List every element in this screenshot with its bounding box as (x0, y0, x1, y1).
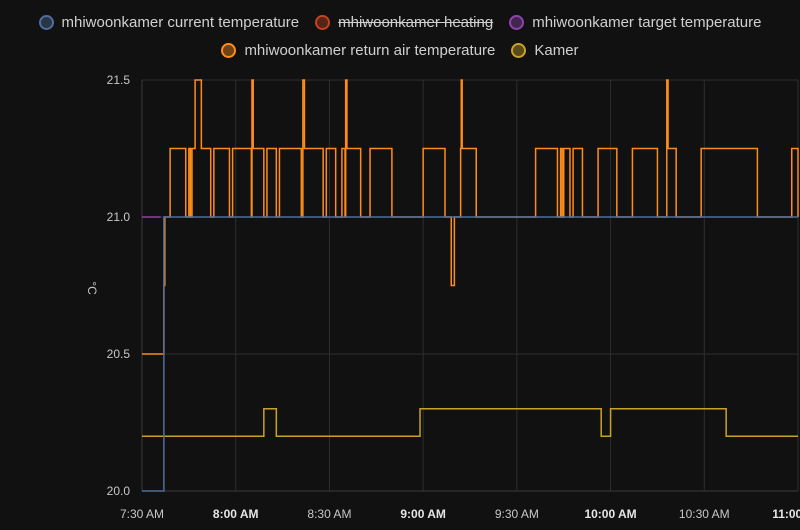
legend-swatch-icon (509, 15, 525, 30)
y-axis-label: °C (85, 281, 99, 295)
x-axis: 7:30 AM 8:00 AM 8:30 AM 9:00 AM 9:30 AM 10:00… (120, 507, 800, 521)
x-tick-label: 8:00 AM (213, 507, 259, 521)
legend-swatch-icon (315, 15, 331, 30)
legend-label: mhiwoonkamer return air temperature (244, 42, 496, 59)
legend-item-kamer[interactable]: Kamer (511, 42, 579, 59)
legend-label: Kamer (534, 42, 579, 59)
legend-swatch-icon (221, 43, 237, 58)
legend-item-mhiwoonkamer-target-temperature[interactable]: mhiwoonkamer target temperature (509, 14, 761, 31)
x-tick-label: 7:30 AM (120, 507, 164, 521)
x-tick-label: 10:00 AM (584, 507, 636, 521)
chart-grid (141, 79, 799, 492)
y-tick-label: 20.5 (107, 347, 131, 361)
x-tick-label: 10:30 AM (679, 507, 730, 521)
series-kamer-line (142, 408, 798, 437)
x-tick-label: 8:30 AM (307, 507, 351, 521)
legend-swatch-icon (38, 15, 54, 30)
x-tick-label: 9:00 AM (400, 507, 446, 521)
y-tick-label: 20.0 (107, 484, 131, 498)
legend-item-mhiwoonkamer-current-temperature[interactable]: mhiwoonkamer current temperature (38, 14, 300, 31)
y-tick-label: 21.0 (107, 210, 131, 224)
series-return-air-temperature-line (142, 79, 799, 355)
x-tick-label: 11:00 AM (772, 507, 800, 521)
legend-label: mhiwoonkamer heating (338, 14, 494, 31)
legend-row-2: mhiwoonkamer return air temperature Kamer (0, 42, 800, 59)
legend-label: mhiwoonkamer target temperature (532, 14, 762, 31)
legend-swatch-icon (511, 43, 527, 58)
x-tick-label: 9:30 AM (495, 507, 539, 521)
legend-item-mhiwoonkamer-heating[interactable]: mhiwoonkamer heating (315, 14, 493, 31)
y-axis: 20.0 20.5 21.0 21.5 (107, 73, 131, 498)
y-tick-label: 21.5 (107, 73, 131, 87)
series-current-temperature-line (142, 216, 798, 492)
legend-item-mhiwoonkamer-return-air-temperature[interactable]: mhiwoonkamer return air temperature (221, 42, 495, 59)
legend-label: mhiwoonkamer current temperature (61, 14, 300, 31)
legend-row-1: mhiwoonkamer current temperature mhiwoonk… (0, 14, 800, 31)
chart-series (142, 79, 799, 492)
